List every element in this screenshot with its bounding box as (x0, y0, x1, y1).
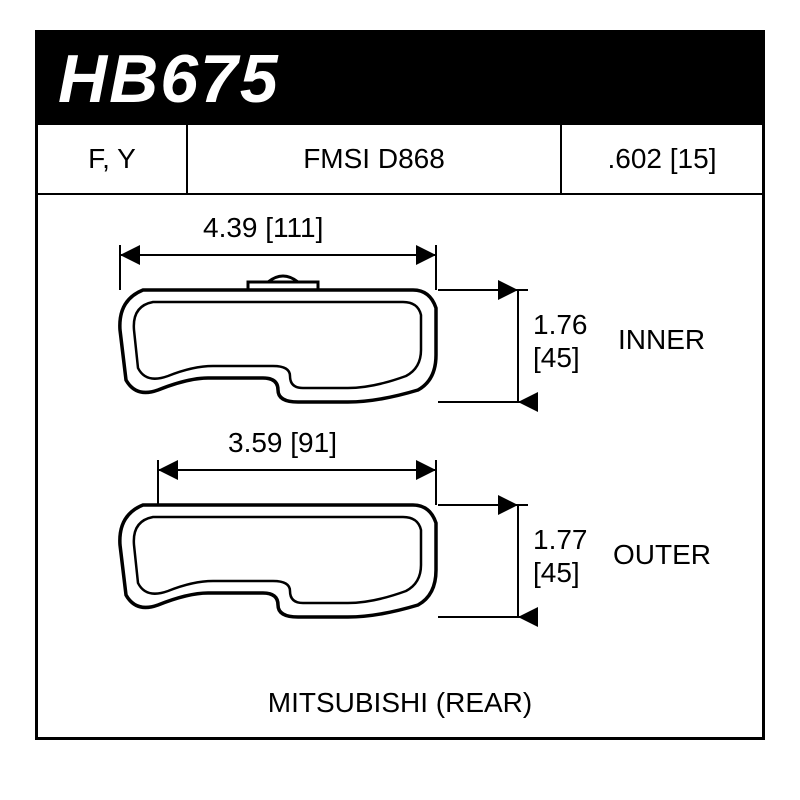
outer-width-dim: 3.59 [91] (228, 428, 337, 459)
outer-label: OUTER (613, 540, 711, 571)
inner-height-dim-top: 1.76 (533, 310, 588, 341)
diagram-area: 4.39 [111] 1.76 [45] INNER 3.59 [91] 1.7… (38, 195, 762, 725)
inner-pad (120, 276, 436, 402)
spec-thickness: .602 [15] (562, 125, 762, 193)
outer-pad (120, 505, 436, 617)
diagram-frame: HB675 F, Y FMSI D868 .602 [15] (35, 30, 765, 740)
part-number: HB675 (58, 45, 742, 113)
spec-codes: F, Y (38, 125, 188, 193)
inner-height-dim-bottom: [45] (533, 343, 580, 374)
spec-fmsi: FMSI D868 (188, 125, 562, 193)
header-bar: HB675 (38, 33, 762, 125)
vehicle-label: MITSUBISHI (REAR) (38, 687, 762, 719)
inner-label: INNER (618, 325, 705, 356)
inner-width-dim: 4.39 [111] (203, 213, 323, 244)
outer-height-dim-bottom: [45] (533, 558, 580, 589)
pad-drawing-svg (38, 195, 768, 725)
outer-height-dim-top: 1.77 (533, 525, 588, 556)
specs-row: F, Y FMSI D868 .602 [15] (38, 125, 762, 195)
